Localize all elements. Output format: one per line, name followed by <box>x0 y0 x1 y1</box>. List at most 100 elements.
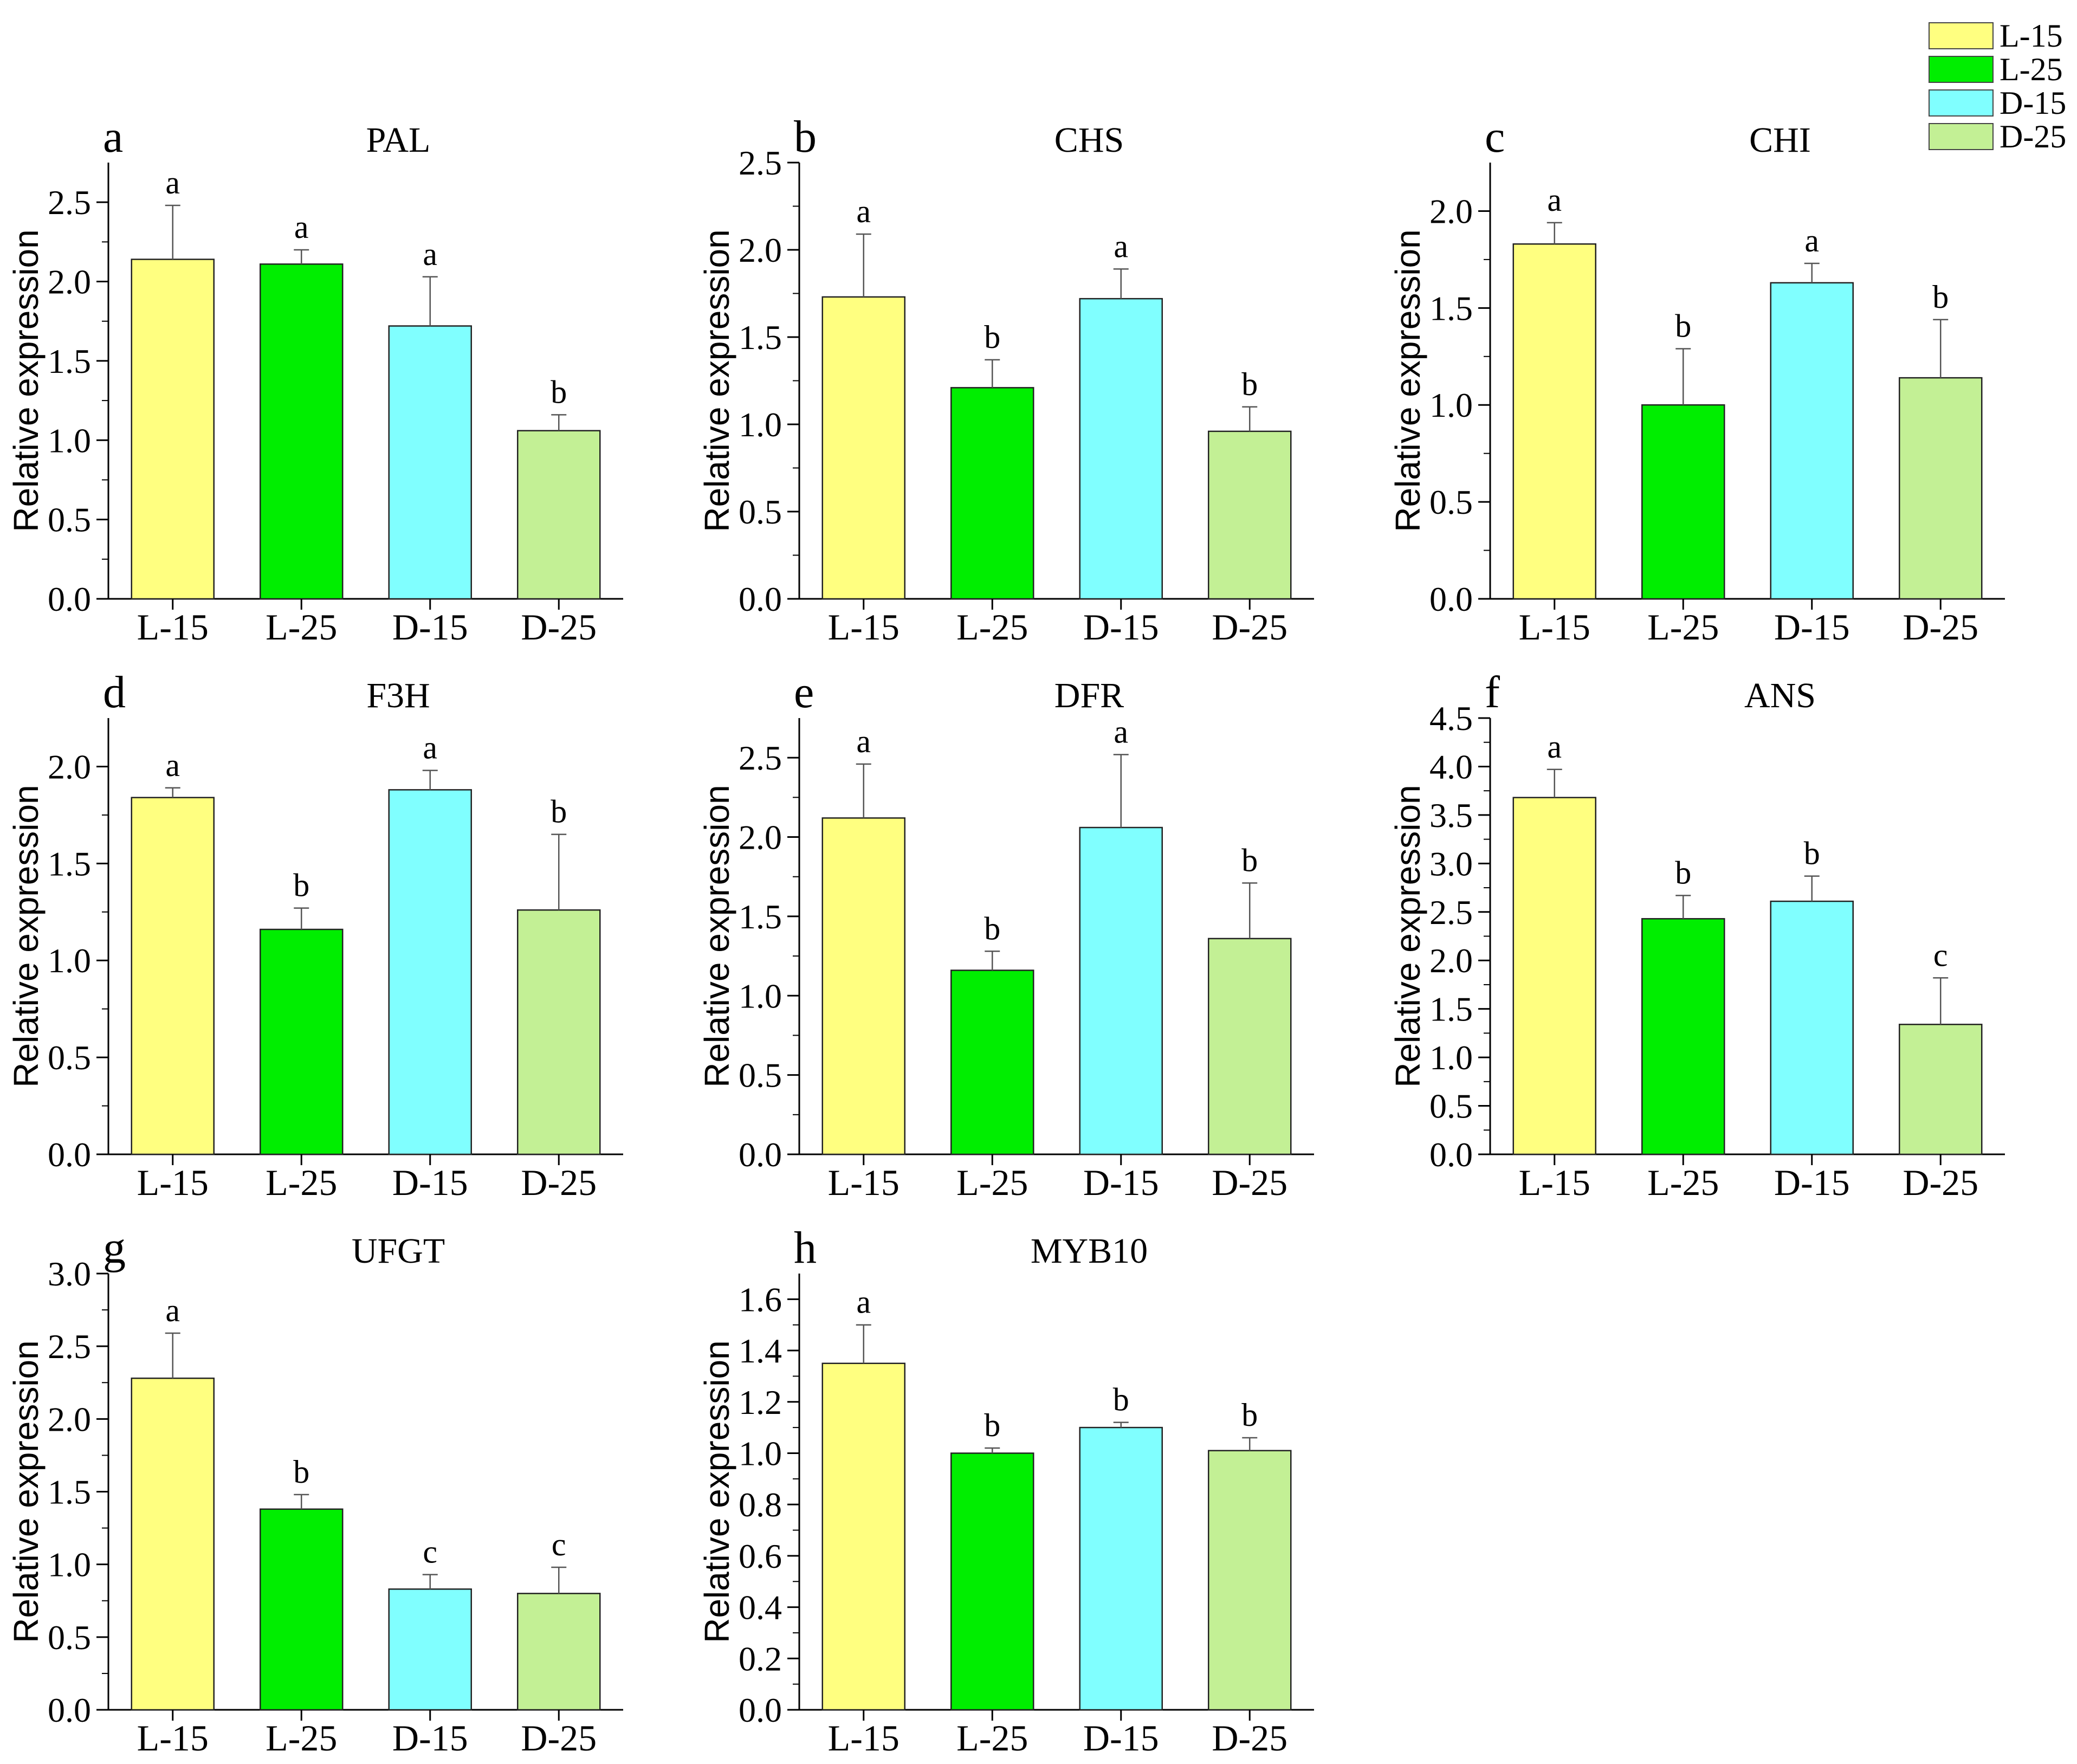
y-tick-label: 0.5 <box>48 1618 91 1657</box>
y-tick-label: 1.0 <box>48 941 91 980</box>
significance-letter: b <box>984 1407 1000 1443</box>
bar-l-15 <box>821 296 905 600</box>
legend-label: L-15 <box>2000 18 2063 54</box>
x-tick-label: L-15 <box>1519 606 1590 648</box>
y-tick-label: 2.0 <box>739 818 782 857</box>
x-tick-label: D-25 <box>521 606 597 648</box>
bar-l-25 <box>260 1508 344 1711</box>
y-tick-label: 1.5 <box>48 1473 91 1511</box>
y-tick-label: 0.5 <box>739 493 782 531</box>
y-axis-label: Relative expression <box>7 785 46 1088</box>
y-tick-label: 2.0 <box>739 231 782 269</box>
chart-panels: a PAL Relative expression 0.0 0.5 1.0 1.5 2.0 2.… <box>7 112 2005 1759</box>
y-tick-label: 0.0 <box>48 1135 91 1174</box>
x-tick-label: D-25 <box>1903 1162 1978 1203</box>
x-tick-label: L-25 <box>956 1162 1028 1203</box>
significance-letter: b <box>293 1454 309 1490</box>
bar-l-25 <box>260 928 344 1155</box>
y-axis-label: Relative expression <box>1388 229 1427 532</box>
x-tick-label: L-15 <box>828 1162 900 1203</box>
y-tick-label: 0.0 <box>1429 580 1473 618</box>
legend-swatch <box>1929 89 1994 117</box>
y-tick-label: 0.5 <box>48 501 91 539</box>
panel-title: CHI <box>1749 120 1811 160</box>
panel-title: CHS <box>1054 120 1124 160</box>
significance-letter: a <box>165 1293 180 1328</box>
x-tick-label: L-25 <box>1647 606 1719 648</box>
bar-l-15 <box>821 817 905 1155</box>
panel-chs: b CHS Relative expression 0.0 0.5 1.0 1.5 2.0 2.… <box>697 112 1314 648</box>
x-tick-label: D-15 <box>1774 606 1850 648</box>
panel-title: MYB10 <box>1031 1231 1148 1271</box>
significance-letter: a <box>423 236 437 272</box>
y-tick-label: 1.0 <box>739 405 782 444</box>
bar-l-15 <box>821 1362 905 1711</box>
x-tick-label: L-25 <box>956 606 1028 648</box>
y-axis-label: Relative expression <box>7 229 46 532</box>
significance-letter: b <box>1113 1382 1129 1418</box>
significance-letter: a <box>165 165 180 201</box>
y-tick-label: 2.0 <box>48 747 91 786</box>
panel-letter: d <box>103 667 126 718</box>
significance-letter: a <box>856 723 871 759</box>
significance-letter: a <box>1547 729 1562 765</box>
bar-l-15 <box>131 259 215 600</box>
x-tick-label: D-15 <box>392 1162 468 1203</box>
y-tick-label: 1.0 <box>48 1546 91 1584</box>
significance-letter: c <box>1933 937 1948 973</box>
significance-letter: b <box>293 868 309 903</box>
panel-letter: a <box>103 112 123 162</box>
y-tick-label: 0.0 <box>48 1691 91 1729</box>
y-tick-label: 1.0 <box>1429 386 1473 424</box>
panel-letter: f <box>1485 667 1500 718</box>
y-tick-label: 2.0 <box>48 263 91 301</box>
bar-l-25 <box>950 387 1034 600</box>
x-tick-label: D-25 <box>1903 606 1978 648</box>
bar-d-15 <box>388 325 472 600</box>
y-tick-label: 2.0 <box>1429 192 1473 230</box>
significance-letter: b <box>984 319 1000 355</box>
y-tick-label: 0.0 <box>1429 1135 1473 1174</box>
y-axis-label: Relative expression <box>7 1340 46 1643</box>
y-tick-label: 1.0 <box>48 421 91 460</box>
bar-d-25 <box>1899 377 1983 600</box>
y-tick-label: 2.5 <box>739 739 782 777</box>
legend-label: D-25 <box>2000 119 2066 154</box>
y-tick-label: 0.4 <box>739 1588 782 1627</box>
y-tick-label: 3.5 <box>1429 796 1473 835</box>
y-tick-label: 0.0 <box>739 580 782 618</box>
x-tick-label: D-25 <box>521 1717 597 1759</box>
panel-letter: e <box>794 667 814 718</box>
panel-title: DFR <box>1054 676 1124 715</box>
panel-title: F3H <box>366 676 430 715</box>
y-tick-label: 0.2 <box>739 1639 782 1678</box>
significance-letter: a <box>1114 714 1128 749</box>
significance-letter: b <box>984 910 1000 946</box>
significance-letter: b <box>1675 308 1691 344</box>
x-tick-label: L-15 <box>137 1717 209 1759</box>
panel-dfr: e DFR Relative expression 0.0 0.5 1.0 1.5 2.0 2.… <box>697 667 1314 1203</box>
x-tick-label: L-15 <box>137 606 209 648</box>
panel-pal: a PAL Relative expression 0.0 0.5 1.0 1.5 2.0 2.… <box>7 112 623 648</box>
bar-d-25 <box>1208 430 1292 600</box>
x-tick-label: D-15 <box>1083 1162 1159 1203</box>
bar-d-25 <box>1899 1024 1983 1155</box>
legend-label: D-15 <box>2000 85 2066 121</box>
x-tick-label: D-15 <box>1083 606 1159 648</box>
bar-l-25 <box>260 263 344 600</box>
x-tick-label: D-15 <box>392 606 468 648</box>
panel-title: PAL <box>366 120 431 160</box>
y-tick-label: 0.5 <box>739 1056 782 1095</box>
significance-letter: b <box>1675 855 1691 890</box>
panel-ufgt: g UFGT Relative expression 0.0 0.5 1.0 1.5 2.0 2… <box>7 1223 623 1759</box>
x-tick-label: L-15 <box>828 606 900 648</box>
y-tick-label: 1.5 <box>48 844 91 883</box>
significance-letter: a <box>856 193 871 229</box>
y-tick-label: 4.5 <box>1429 699 1473 738</box>
bar-d-15 <box>1079 298 1163 600</box>
y-tick-label: 2.5 <box>739 144 782 182</box>
panel-title: ANS <box>1744 676 1816 715</box>
significance-letter: b <box>1241 1397 1258 1433</box>
significance-letter: b <box>1241 842 1258 878</box>
y-tick-label: 0.5 <box>48 1038 91 1077</box>
